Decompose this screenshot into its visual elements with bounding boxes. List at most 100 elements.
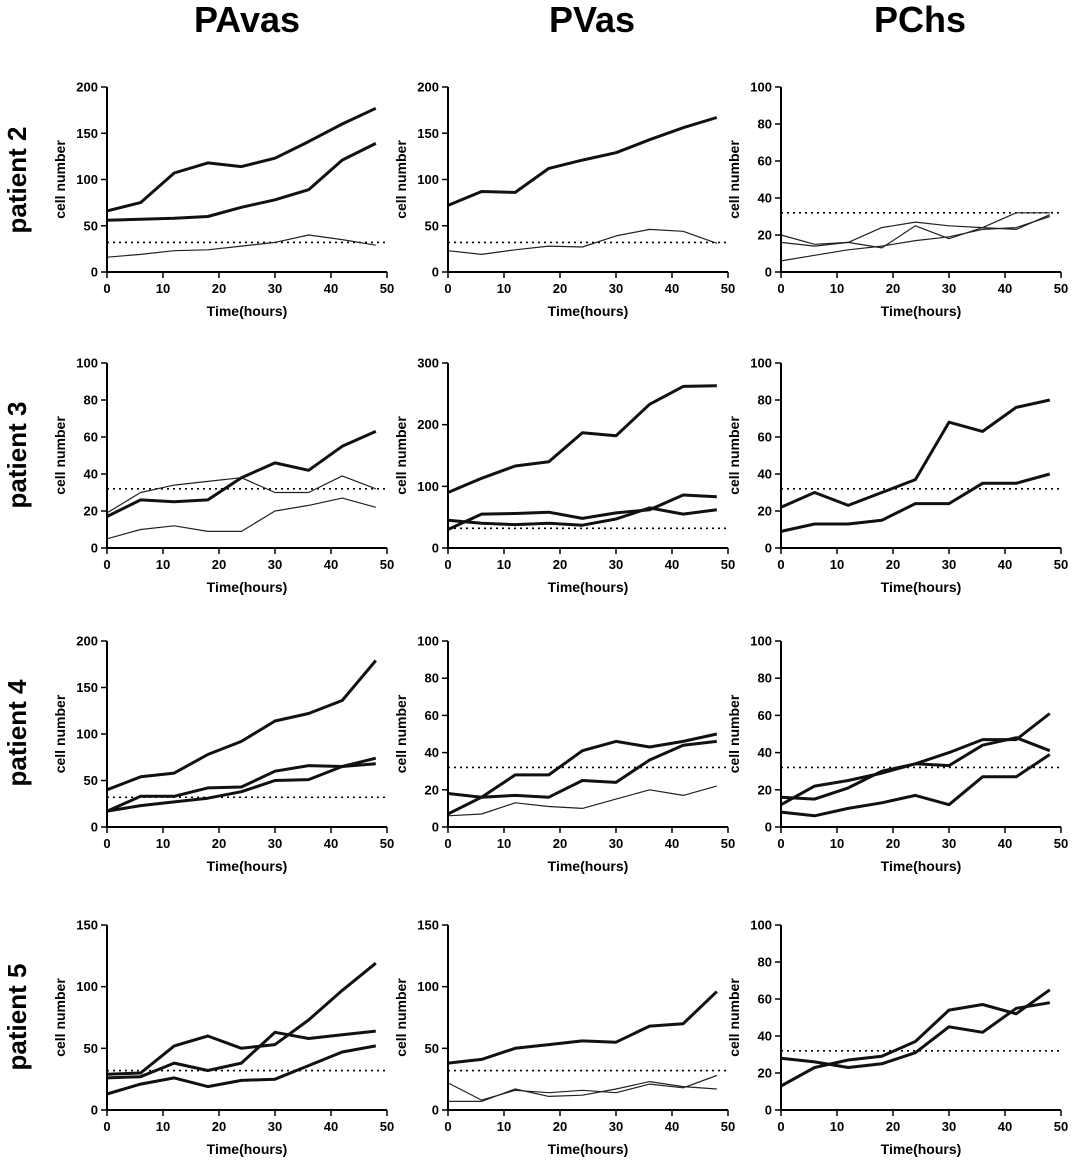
panel-r1-c2: 0 50 100 150 200 0 10 20 30 40 50 Time(hours) cell n…	[393, 80, 735, 320]
panel-r2-c1-x-axis-title: Time(hours)	[207, 579, 288, 595]
panel-r4-c2-series-b	[447, 1074, 718, 1101]
panel-r2-c2-xtick-label: 20	[553, 557, 567, 572]
panel-r4-c3-ytick-label: 0	[765, 1103, 772, 1118]
panel-r2-c1: 0 20 40 60 80 100 0 10 20 30 40 50 Time(hours) cell n…	[52, 356, 394, 596]
panel-r2-c2-xtick-label: 50	[721, 557, 735, 572]
panel-r4-c2-y-axis-title: cell number	[393, 978, 409, 1057]
panel-r4-c1-xtick-label: 0	[103, 1119, 110, 1134]
panel-r3-c2-xtick-label: 30	[609, 836, 623, 851]
panel-r3-c2-series-b	[447, 739, 717, 799]
panel-r1-c3-ytick-label: 0	[765, 265, 772, 280]
panel-r3-c1-xtick-label: 30	[268, 836, 282, 851]
panel-r2-c3-ytick-label: 100	[750, 356, 772, 371]
panel-r3-c2-series-c	[447, 785, 717, 817]
panel-r1-c1-xtick-label: 40	[324, 281, 338, 296]
panel-r4-c2-ytick-label: 150	[417, 918, 439, 933]
panel-r3-c2-y-axis-title: cell number	[393, 694, 409, 773]
panel-r3-c1-ytick-label: 100	[76, 727, 98, 742]
panel-r3-c2-ytick-label: 80	[425, 671, 439, 686]
panel-r4-c3-xtick-label: 0	[777, 1119, 784, 1134]
row-label-patient-4: patient 4	[2, 679, 32, 786]
panel-r1-c1-x-axis-title: Time(hours)	[207, 303, 288, 319]
panel-r4-c2-ytick-label: 50	[425, 1041, 439, 1056]
panel-r4-c3-x-axis-title: Time(hours)	[881, 1141, 962, 1157]
panel-r3-c1-ytick-label: 150	[76, 680, 98, 695]
panel-r2-c1-xtick-label: 50	[380, 557, 394, 572]
panel-r2-c3-xtick-label: 50	[1054, 557, 1068, 572]
panel-r1-c3-series-c	[780, 215, 1050, 262]
panel-r1-c2-xtick-label: 0	[444, 281, 451, 296]
panel-r2-c3-xtick-label: 40	[998, 557, 1012, 572]
panel-r2-c2-y-axis-title: cell number	[393, 416, 409, 495]
panel-r2-c1-ytick-label: 20	[84, 504, 98, 519]
panel-r1-c1-xtick-label: 30	[268, 281, 282, 296]
panel-r4-c3-y-axis-title: cell number	[726, 978, 742, 1057]
panel-r3-c3-xtick-label: 40	[998, 836, 1012, 851]
panel-r4-c1-xtick-label: 20	[212, 1119, 226, 1134]
panel-r4-c3: 0 20 40 60 80 100 0 10 20 30 40 50 Time(hours) cell n…	[726, 918, 1068, 1158]
panel-r1-c2-x-axis-title: Time(hours)	[548, 303, 629, 319]
panel-r3-c2-xtick-label: 20	[553, 836, 567, 851]
panel-r1-c2-xtick-label: 50	[721, 281, 735, 296]
panel-r1-c1-xtick-label: 10	[156, 281, 170, 296]
panel-r3-c2-ytick-label: 100	[417, 634, 439, 649]
panel-r3-c3-series-b	[780, 736, 1051, 801]
panel-r4-c2-xtick-label: 30	[609, 1119, 623, 1134]
panel-r3-c3: 0 20 40 60 80 100 0 10 20 30 40 50 Time(hours) cell n…	[726, 634, 1068, 875]
panel-r3-c1-series-b	[106, 762, 376, 813]
panel-r4-c2-xtick-label: 10	[497, 1119, 511, 1134]
panel-r3-c1-xtick-label: 40	[324, 836, 338, 851]
panel-r3-c3-xtick-label: 0	[777, 836, 784, 851]
panel-r4-c3-series-b	[780, 1001, 1051, 1069]
panel-r2-c3-ytick-label: 0	[765, 541, 772, 556]
panel-r2-c3-series-a	[780, 398, 1051, 509]
panel-r2-c1-series-a	[106, 430, 377, 518]
panel-r1-c2-xtick-label: 10	[497, 281, 511, 296]
panel-r2-c3-xtick-label: 0	[777, 557, 784, 572]
panel-r1-c1-xtick-label: 20	[212, 281, 226, 296]
panel-r3-c1-y-axis-title: cell number	[52, 694, 68, 773]
panel-r1-c3-y-axis-title: cell number	[726, 140, 742, 219]
panel-r1-c1: 0 50 100 150 200 0 10 20 30 40 50 Time(hours) cell n…	[52, 80, 394, 320]
panel-r1-c2-xtick-label: 40	[665, 281, 679, 296]
panel-r4-c1-ytick-label: 150	[76, 918, 98, 933]
panel-r4-c2: 0 50 100 150 0 10 20 30 40 50 Time(hours) cell numb…	[393, 918, 735, 1158]
panel-r4-c1-x-axis-title: Time(hours)	[207, 1141, 288, 1157]
panel-r2-c2-series-b	[447, 493, 717, 531]
panel-r2-c1-ytick-label: 80	[84, 393, 98, 408]
panel-r3-c1-xtick-label: 50	[380, 836, 394, 851]
panel-r1-c1-xtick-label: 50	[380, 281, 394, 296]
panel-r2-c1-xtick-label: 0	[103, 557, 110, 572]
panel-r3-c2-ytick-label: 60	[425, 708, 439, 723]
panel-r4-c2-x-axis-title: Time(hours)	[548, 1141, 629, 1157]
panel-r3-c3-series-a	[780, 712, 1051, 807]
panel-r3-c3-xtick-label: 30	[942, 836, 956, 851]
panel-r3-c2: 0 20 40 60 80 100 0 10 20 30 40 50 Time(hours) cell n…	[393, 634, 735, 875]
panel-r4-c2-ytick-label: 0	[432, 1103, 439, 1118]
panel-r1-c1-ytick-label: 50	[84, 218, 98, 233]
panel-r2-c1-ytick-label: 0	[91, 541, 98, 556]
panel-r1-c2-ytick-label: 0	[432, 265, 439, 280]
panel-r4-c1-xtick-label: 40	[324, 1119, 338, 1134]
panel-r3-c1-series-a	[106, 659, 377, 792]
panel-r3-c2-ytick-label: 20	[425, 782, 439, 797]
panel-r2-c2-ytick-label: 200	[417, 417, 439, 432]
panel-r2-c2-ytick-label: 0	[432, 541, 439, 556]
panel-r4-c3-xtick-label: 50	[1054, 1119, 1068, 1134]
panel-r4-c2-series-c	[448, 1080, 717, 1103]
panel-r2-c1-ytick-label: 100	[76, 356, 98, 371]
panel-r1-c2-xtick-label: 30	[609, 281, 623, 296]
panel-r2-c2-xtick-label: 40	[665, 557, 679, 572]
panel-r3-c3-y-axis-title: cell number	[726, 694, 742, 773]
panel-r1-c1-ytick-label: 0	[91, 265, 98, 280]
panel-r1-c3-ytick-label: 100	[750, 80, 772, 95]
panel-r1-c3-series-b	[780, 214, 1051, 247]
panel-r1-c1-y-axis-title: cell number	[52, 140, 68, 219]
panel-r3-c1: 0 50 100 150 200 0 10 20 30 40 50 Time(hours) cell n…	[52, 634, 394, 875]
panel-r3-c1-xtick-label: 20	[212, 836, 226, 851]
panel-r2-c2-series-a	[447, 384, 717, 494]
panel-r1-c1-series-b	[106, 142, 377, 222]
panel-r4-c3-ytick-label: 80	[758, 955, 772, 970]
panel-r1-c3-xtick-label: 30	[942, 281, 956, 296]
panel-r1-c3-xtick-label: 40	[998, 281, 1012, 296]
